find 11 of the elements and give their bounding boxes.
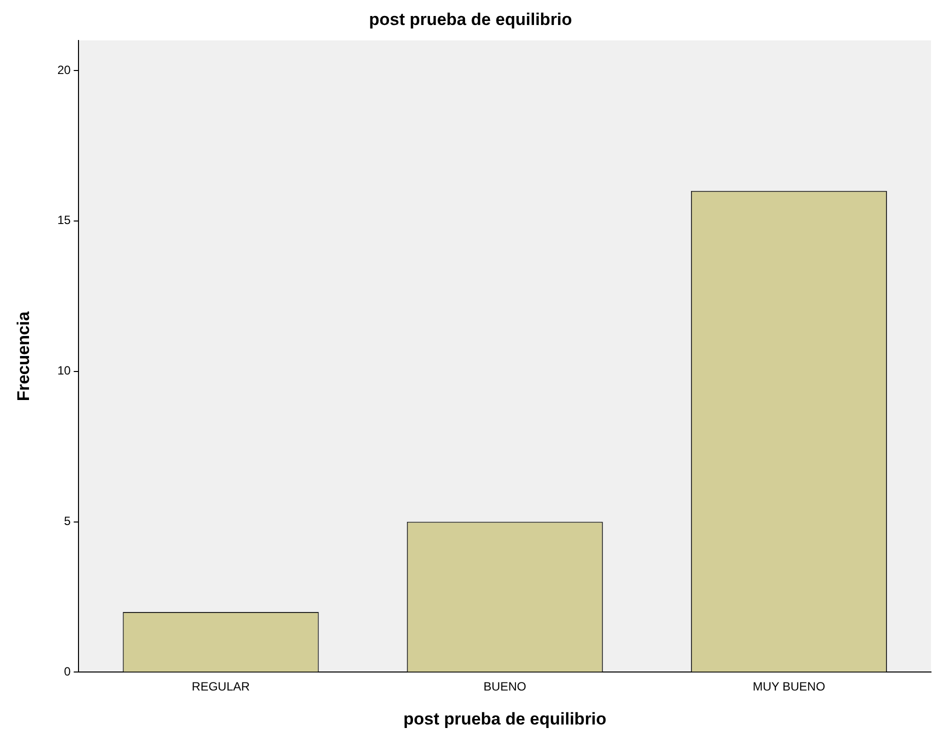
x-tick-label: BUENO (484, 680, 526, 694)
y-tick-label: 5 (64, 514, 72, 528)
y-tick-label: 10 (57, 364, 72, 378)
x-tick-label: REGULAR (192, 680, 250, 694)
y-tick-label: 20 (57, 62, 72, 77)
y-axis-title: Frecuencia (14, 310, 33, 402)
y-tick-label: 0 (64, 664, 72, 679)
chart-title: post prueba de equilibrio (368, 10, 572, 29)
x-tick-label: MUY BUENO (752, 680, 826, 694)
x-axis-title: post prueba de equilibrio (403, 709, 606, 728)
y-tick-label: 15 (57, 213, 72, 228)
